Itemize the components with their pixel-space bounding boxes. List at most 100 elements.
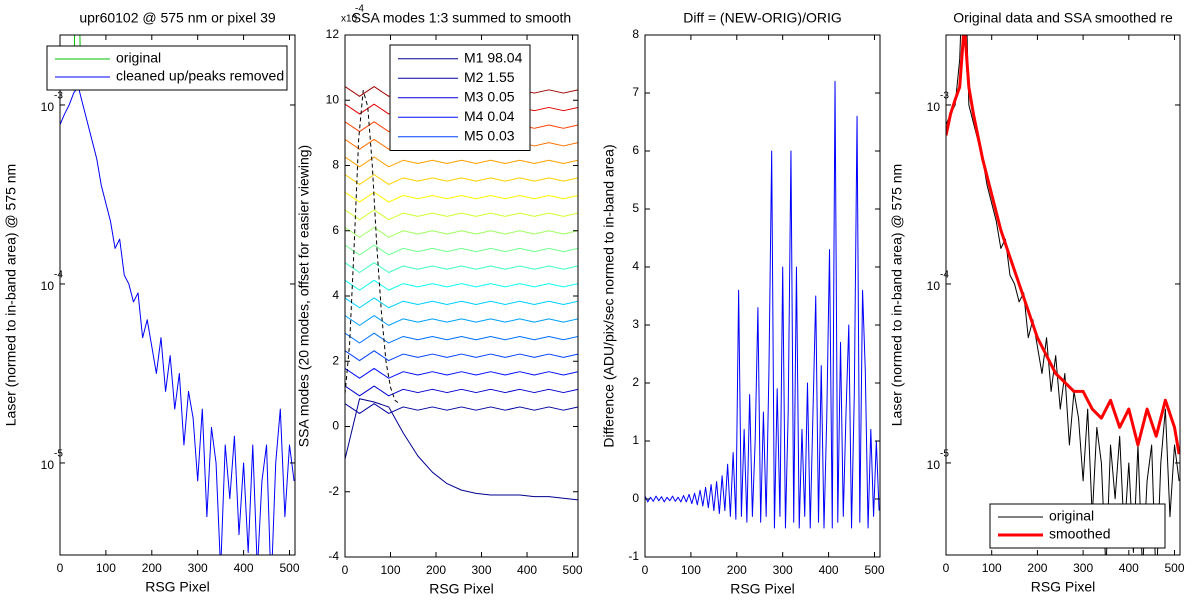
data-line	[345, 385, 578, 397]
x-tick-label: 500	[864, 563, 884, 577]
x-tick-label: 200	[727, 563, 747, 577]
legend-label: M5 0.03	[464, 127, 515, 143]
series-group	[345, 86, 578, 501]
data-line	[946, 35, 1180, 455]
data-line	[645, 80, 880, 529]
plot-area	[645, 35, 880, 557]
data-line	[345, 279, 578, 291]
y-tick-label: 5	[632, 201, 639, 215]
x-tick-label: 300	[773, 563, 793, 577]
y-axis-label: Laser (normed to in-band area) @ 575 nm	[3, 164, 19, 426]
y-axis-label: SSA modes (20 modes, offset for easier v…	[296, 145, 312, 447]
y-tick-label: 2	[332, 353, 339, 367]
data-line	[345, 398, 578, 501]
y-tick-power: -4	[940, 270, 949, 281]
axes-frame	[59, 34, 296, 556]
x-tick-label: 0	[943, 561, 950, 575]
y-multiplier: x10	[341, 14, 358, 25]
x-tick-label: 400	[517, 563, 537, 577]
y-tick-label: 10	[927, 458, 941, 472]
y-tick-label: 4	[632, 259, 639, 273]
data-line	[345, 209, 578, 221]
y-tick-label: 0	[332, 419, 339, 433]
chart-title: SSA modes 1:3 summed to smooth	[352, 10, 571, 26]
y-multiplier-power: -4	[355, 4, 364, 15]
data-line	[345, 89, 400, 405]
data-line	[60, 86, 295, 555]
y-tick-label: 3	[632, 317, 639, 331]
x-tick-label: 400	[819, 563, 839, 577]
x-tick-label: 100	[681, 563, 701, 577]
legend-label: M1 98.04	[464, 49, 523, 65]
x-tick-label: 200	[1027, 561, 1047, 575]
data-line	[345, 367, 578, 379]
x-axis-label: RSG Pixel	[429, 581, 494, 597]
data-line	[345, 315, 578, 326]
y-tick-label: 8	[632, 27, 639, 41]
y-tick-label: 6	[632, 143, 639, 157]
x-tick-label: 200	[426, 563, 446, 577]
y-tick-label: 4	[332, 288, 339, 302]
x-tick-label: 300	[188, 561, 208, 575]
series-group	[645, 80, 880, 529]
legend-label: M4 0.04	[464, 108, 515, 124]
x-tick-label: 500	[563, 563, 583, 577]
y-tick-label: 10	[41, 100, 55, 114]
legend-box	[46, 45, 288, 91]
y-tick-label: 6	[332, 223, 339, 237]
data-line	[345, 297, 578, 309]
x-tick-label: 400	[234, 561, 254, 575]
y-tick-power: -3	[940, 91, 949, 102]
x-axis-label: RSG Pixel	[145, 579, 210, 595]
y-tick-label: 2	[632, 375, 639, 389]
axes-frame	[945, 34, 1181, 556]
y-tick-label: 1	[632, 433, 639, 447]
x-tick-label: 500	[1165, 561, 1185, 575]
legend-label: M2 1.55	[464, 69, 515, 85]
chart-title: Diff = (NEW-ORIG)/ORIG	[683, 10, 842, 26]
y-tick-label: 0	[632, 491, 639, 505]
x-tick-label: 0	[642, 563, 649, 577]
plot-area	[60, 35, 295, 555]
y-tick-power: -4	[54, 270, 63, 281]
data-line	[345, 226, 578, 238]
y-tick-power: -5	[940, 449, 949, 460]
x-axis-label: RSG Pixel	[730, 581, 795, 597]
data-line	[345, 350, 578, 362]
y-tick-power: -5	[54, 449, 63, 460]
legend: M1 98.04 M2 1.55 M3 0.05 M4 0.04 M5 0.03	[389, 44, 531, 151]
data-line	[345, 156, 578, 168]
axes-frame	[644, 34, 881, 558]
data-line	[345, 191, 578, 203]
x-tick-label: 500	[279, 561, 299, 575]
y-tick-label: 10	[927, 100, 941, 114]
x-tick-label: 0	[342, 563, 349, 577]
data-line	[345, 174, 578, 185]
x-tick-label: 200	[142, 561, 162, 575]
legend-box	[989, 503, 1166, 549]
legend-label: M3 0.05	[464, 88, 515, 104]
y-tick-label: 10	[927, 279, 941, 293]
legend-label: original	[116, 50, 161, 66]
y-tick-label: 7	[632, 85, 639, 99]
data-line	[345, 403, 578, 414]
series-group	[60, 35, 295, 555]
x-axis-label: RSG Pixel	[1031, 579, 1096, 595]
legend: original smoothed	[989, 503, 1166, 549]
legend-label: original	[1049, 508, 1094, 524]
y-axis-label: Laser (normed to in-band area) @ 575 nm	[889, 164, 905, 426]
y-tick-label: -4	[328, 549, 339, 563]
legend: original cleaned up/peaks removed	[46, 45, 288, 91]
y-tick-label: 10	[41, 279, 55, 293]
chart-title: upr60102 @ 575 nm or pixel 39	[79, 10, 276, 26]
data-line	[345, 262, 578, 274]
x-tick-label: 100	[96, 561, 116, 575]
y-tick-label: -1	[628, 549, 639, 563]
x-tick-label: 300	[1073, 561, 1093, 575]
x-tick-label: 400	[1119, 561, 1139, 575]
legend-label: cleaned up/peaks removed	[116, 68, 284, 84]
